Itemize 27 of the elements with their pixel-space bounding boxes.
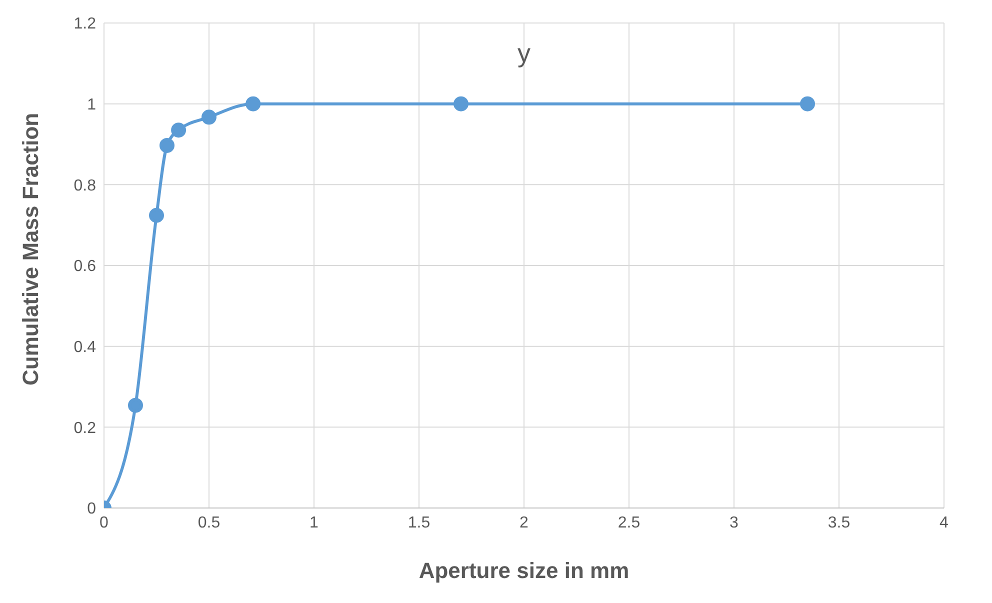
x-axis-title: Aperture size in mm [418,558,630,583]
x-tick-label: 0 [100,514,109,532]
x-tick-label: 3.5 [828,514,850,532]
x-tick-label: 2 [520,514,529,532]
x-tick-label: 3 [730,514,739,532]
x-tick-label: 1.5 [408,514,430,532]
y-tick-label: 0.8 [74,177,96,194]
point [149,208,164,223]
point [171,122,186,138]
point [246,96,261,112]
x-tick-label: 4 [940,514,949,532]
y-tick-label: 0.4 [74,339,96,356]
y-tick-label: 0 [87,500,96,518]
point [128,398,143,413]
point [160,138,174,153]
y-tick-label: 1 [87,96,96,114]
x-tick-label: 1 [310,514,319,532]
point [202,110,216,125]
text: y [516,38,532,69]
x-tick-label: 0.5 [198,514,220,532]
x-tick-label: 2.5 [618,514,640,532]
y-tick-label: 0.6 [74,258,96,276]
y-tick-label: 0.2 [74,420,96,437]
y-axis-title: Cumulative Mass Fraction [18,112,43,386]
point [800,96,815,112]
point [454,96,468,112]
y-tick-label: 1.2 [74,16,96,33]
